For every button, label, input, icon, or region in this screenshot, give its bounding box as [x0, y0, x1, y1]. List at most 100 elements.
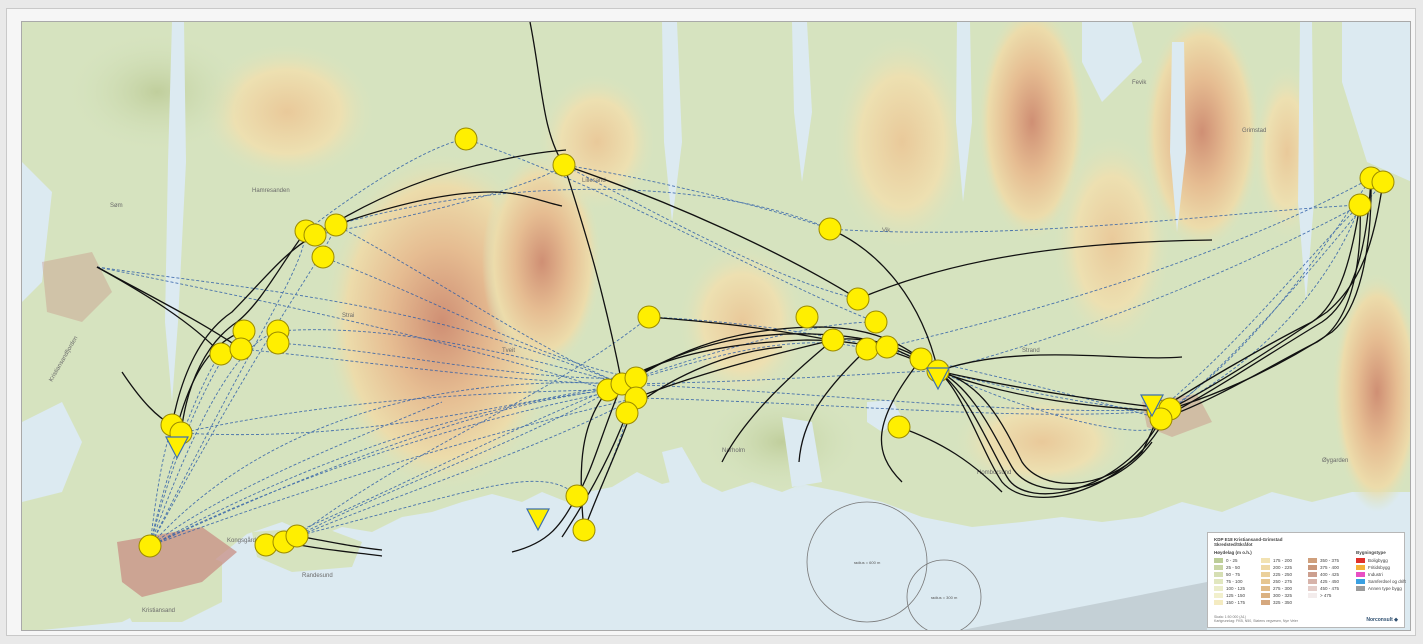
brand-logo: Norconsult ◆ [1366, 617, 1398, 623]
station-node[interactable] [572, 518, 596, 542]
map-legend: KDP E18 Kristiansand-Grimstad Skredsted/… [1207, 532, 1406, 628]
legend-swatch [1214, 593, 1223, 598]
legend-swatch [1308, 572, 1317, 577]
legend-swatch [1214, 558, 1223, 563]
legend-label: 275 - 300 [1273, 586, 1293, 591]
legend-row: 325 - 350 [1261, 600, 1292, 605]
station-node[interactable] [266, 331, 290, 355]
station-node[interactable] [846, 287, 870, 311]
legend-row: 200 - 225 [1261, 565, 1292, 570]
legend-row: 75 - 100 [1214, 579, 1243, 584]
station-node[interactable] [229, 337, 253, 361]
lake [1342, 22, 1410, 182]
legend-row: Annen type bygg [1356, 586, 1402, 591]
relief [1332, 272, 1410, 512]
station-node[interactable] [285, 524, 309, 548]
legend-row: 375 - 400 [1308, 565, 1339, 570]
direction-marker[interactable] [165, 436, 189, 460]
place-label: Fevik [1132, 80, 1147, 86]
legend-label: 125 - 150 [1226, 593, 1246, 598]
station-node[interactable] [209, 342, 233, 366]
legend-swatch [1261, 558, 1270, 563]
legend-label: Fritidsbygg [1368, 565, 1391, 570]
station-node[interactable] [795, 305, 819, 329]
lake [867, 400, 902, 432]
radius-circle-300 [906, 559, 982, 630]
legend-label: 25 - 50 [1226, 565, 1241, 570]
station-node[interactable] [1371, 170, 1395, 194]
legend-label: 100 - 125 [1226, 586, 1246, 591]
station-node[interactable] [324, 213, 348, 237]
legend-title: KDP E18 Kristiansand-Grimstad Skredsted/… [1214, 537, 1334, 547]
legend-label: 75 - 100 [1226, 579, 1243, 584]
place-label: Strai [342, 313, 354, 319]
legend-swatch [1356, 572, 1365, 577]
legend-label: 425 - 450 [1320, 579, 1340, 584]
legend-row: 450 - 475 [1308, 586, 1339, 591]
station-node[interactable] [138, 534, 162, 558]
legend-title-line: KDP E18 Kristiansand-Grimstad [1214, 537, 1283, 542]
relief [67, 32, 247, 152]
lake [1170, 42, 1186, 232]
direction-marker[interactable] [1140, 394, 1164, 418]
place-label: Nørholm [722, 448, 745, 454]
relief [1052, 132, 1172, 352]
direction-marker[interactable] [926, 367, 950, 391]
legend-landuse-header: Bygningstype [1356, 550, 1386, 555]
station-node[interactable] [864, 310, 888, 334]
legend-row: 425 - 450 [1308, 579, 1339, 584]
station-node[interactable] [637, 305, 661, 329]
station-node[interactable] [565, 484, 589, 508]
station-node[interactable] [1149, 407, 1173, 431]
station-node[interactable] [875, 335, 899, 359]
relief [832, 32, 972, 252]
legend-swatch [1308, 565, 1317, 570]
legend-label: 300 - 325 [1273, 593, 1293, 598]
lake [662, 447, 702, 492]
alignment-lines [96, 22, 1384, 557]
legend-title-line: Skredsted/Skråfot [1214, 542, 1253, 547]
place-label: Grimstad [1242, 128, 1266, 134]
station-node[interactable] [1348, 193, 1372, 217]
station-node[interactable] [624, 366, 648, 390]
legend-label: 0 - 25 [1226, 558, 1238, 563]
direction-marker[interactable] [526, 508, 550, 532]
circle-label: radius = 600 m [854, 560, 881, 565]
legend-label: Annen type bygg [1368, 586, 1402, 591]
legend-swatch [1261, 565, 1270, 570]
legend-row: 150 - 175 [1214, 600, 1245, 605]
legend-swatch [1261, 579, 1270, 584]
legend-label: Boligbygg [1368, 558, 1388, 563]
station-node[interactable] [303, 223, 327, 247]
legend-row: Samferdsel og drift [1356, 579, 1406, 584]
map-frame: radius = 600 m radius = 300 m Kristiansa… [6, 8, 1416, 636]
legend-swatch [1356, 579, 1365, 584]
station-node[interactable] [855, 337, 879, 361]
legend-row: Industri [1356, 572, 1383, 577]
radius-circle-600 [806, 501, 928, 623]
legend-footnote: Skala: 1:50 000 (A1) Kartgrunnlag: FKB, … [1214, 615, 1334, 623]
place-label: Søm [110, 203, 123, 209]
brand-name: Norconsult [1366, 617, 1393, 623]
map-viewport[interactable]: radius = 600 m radius = 300 m Kristiansa… [21, 21, 1411, 631]
legend-swatch [1214, 572, 1223, 577]
place-label: Strand [1022, 348, 1040, 354]
legend-row: 400 - 425 [1308, 572, 1339, 577]
legend-label: 350 - 375 [1320, 558, 1340, 563]
station-node[interactable] [821, 328, 845, 352]
station-node[interactable] [909, 347, 933, 371]
station-node[interactable] [887, 415, 911, 439]
place-label: Lillesand [582, 178, 606, 184]
station-node[interactable] [818, 217, 842, 241]
legend-label: Samferdsel og drift [1368, 579, 1406, 584]
station-node[interactable] [454, 127, 478, 151]
station-node[interactable] [615, 401, 639, 425]
legend-label: 150 - 175 [1226, 600, 1246, 605]
station-node[interactable] [552, 153, 576, 177]
route-alternatives-map[interactable]: radius = 600 m radius = 300 m Kristiansa… [22, 22, 1411, 631]
circle-label: radius = 300 m [931, 595, 958, 600]
legend-row: 0 - 25 [1214, 558, 1238, 563]
relief [537, 72, 657, 212]
legend-row: Fritidsbygg [1356, 565, 1390, 570]
station-node[interactable] [311, 245, 335, 269]
